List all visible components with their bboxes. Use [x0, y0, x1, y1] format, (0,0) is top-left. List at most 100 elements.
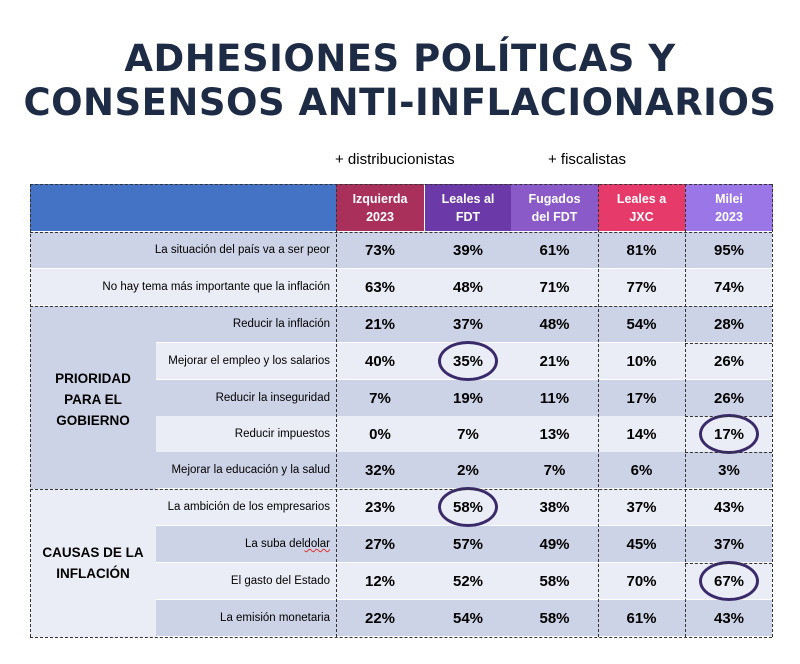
table-cell-value: 17% — [626, 389, 657, 407]
row-divider — [685, 563, 772, 564]
row-divider — [685, 343, 772, 344]
table-cell-value: 39% — [452, 241, 484, 259]
table-cell-value: 21% — [539, 352, 570, 370]
column-divider — [336, 184, 337, 637]
highlight-circle — [699, 560, 759, 601]
row-divider — [30, 637, 772, 638]
table-cell-value: 26% — [713, 389, 745, 407]
table-cell-value: 74% — [713, 278, 745, 296]
table-cell-value: 10% — [626, 352, 657, 370]
table-cell-value: 13% — [539, 425, 570, 443]
table-cell-value: 58% — [539, 572, 570, 590]
group-label-fiscalistas: + fiscalistas — [548, 151, 626, 168]
page-title-line-2: CONSENSOS ANTI-INFLACIONARIOS — [23, 81, 777, 124]
table-cell-value: 28% — [713, 315, 745, 333]
column-header-4: Leales a JXC — [598, 184, 685, 231]
column-header-2: Leales al FDT — [425, 184, 511, 231]
table-cell-value: 71% — [539, 278, 570, 296]
row-label: Mejorar la educación y la salud — [171, 464, 330, 476]
table-cell-value: 32% — [364, 461, 396, 479]
header-bar — [30, 184, 336, 231]
table-cell-value: 49% — [539, 535, 570, 553]
table-cell-value: 48% — [539, 315, 570, 333]
row-label: La situación del país va a ser peor — [154, 244, 330, 256]
section-label-prioridad: PRIORIDAD PARA EL GOBIERNO — [55, 371, 131, 428]
table-cell-value: 27% — [364, 535, 396, 553]
table-cell-value: 43% — [713, 609, 745, 627]
table-cell-value: 0% — [369, 425, 391, 443]
row-label: Reducir la inseguridad — [215, 392, 330, 404]
table-cell-value: 11% — [539, 389, 570, 407]
table-cell-value: 58% — [539, 609, 570, 627]
table-cell-value: 2% — [457, 461, 479, 479]
table-cell-value: 7% — [369, 389, 391, 407]
table-cell-value: 73% — [364, 241, 396, 259]
table-cell-value: 43% — [713, 498, 745, 516]
row-divider — [685, 452, 772, 453]
table-row — [30, 269, 772, 305]
row-label: El gasto del Estado — [230, 575, 330, 587]
table-cell-value: 61% — [539, 241, 570, 259]
row-divider — [30, 232, 772, 233]
section-panel-prioridad — [30, 306, 156, 489]
table-cell-value: 21% — [364, 315, 396, 333]
table-cell-value: 12% — [364, 572, 396, 590]
row-label: La emisión monetaria — [220, 612, 330, 624]
table-cell-value: 23% — [364, 498, 396, 516]
table-row — [30, 232, 772, 268]
row-divider — [30, 489, 772, 490]
table-row — [156, 563, 772, 599]
table-cell-value: 22% — [364, 609, 396, 627]
group-label-distribucionistas: + distribucionistas — [335, 151, 455, 168]
table-cell-value: 7% — [543, 461, 566, 479]
highlight-circle — [699, 413, 759, 454]
table-cell-value: 54% — [626, 315, 657, 333]
section-panel-causas — [30, 489, 156, 637]
table-cell-value: 37% — [626, 498, 657, 516]
table-cell-value: 7% — [457, 425, 479, 443]
table-cell-value: 48% — [452, 278, 484, 296]
table-cell-value: 38% — [539, 498, 570, 516]
table-cell-value: 3% — [718, 461, 740, 479]
row-label: La suba del dolar — [244, 538, 330, 550]
page-title-line-1: ADHESIONES POLÍTICAS Y — [124, 37, 676, 80]
table-row — [156, 452, 772, 488]
table-row — [156, 416, 772, 452]
column-divider — [598, 184, 599, 637]
column-divider — [772, 184, 773, 637]
table-cell-value: 37% — [452, 315, 484, 333]
table-cell-value: 26% — [713, 352, 745, 370]
highlight-circle — [438, 486, 498, 527]
table-cell-value: 37% — [713, 535, 745, 553]
row-label: Reducir la inflación — [232, 318, 330, 330]
table-cell-value: 40% — [364, 352, 396, 370]
row-label: Mejorar el empleo y los salarios — [168, 355, 330, 367]
highlight-circle — [438, 340, 498, 381]
table-cell-value: 52% — [452, 572, 484, 590]
table-cell-value: 81% — [626, 241, 657, 259]
table-left-edge — [30, 184, 31, 637]
table-cell-value: 61% — [626, 609, 657, 627]
table-cell-value: 70% — [626, 572, 657, 590]
row-label: Reducir impuestos — [234, 428, 330, 440]
table-cell-value: 63% — [364, 278, 396, 296]
column-header-5: Milei 2023 — [685, 184, 773, 231]
row-label: La ambición de los empresarios — [167, 501, 330, 513]
column-header-1: Izquierda 2023 — [336, 184, 424, 231]
table-row — [156, 600, 772, 636]
section-label-causas: CAUSAS DE LA INFLACIÓN — [42, 545, 144, 581]
row-label: No hay tema más importante que la inflac… — [102, 281, 330, 293]
row-divider — [30, 306, 772, 307]
column-header-3: Fugados del FDT — [511, 184, 598, 231]
row-divider — [30, 184, 772, 185]
table-cell-value: 6% — [630, 461, 653, 479]
table-cell-value: 95% — [713, 241, 745, 259]
row-divider — [685, 416, 772, 417]
column-divider — [685, 184, 686, 637]
table-cell-value: 14% — [626, 425, 657, 443]
table-cell-value: 57% — [452, 535, 484, 553]
table-cell-value: 45% — [626, 535, 657, 553]
table-cell-value: 77% — [626, 278, 657, 296]
table-row — [156, 526, 772, 562]
table-row — [156, 380, 772, 416]
